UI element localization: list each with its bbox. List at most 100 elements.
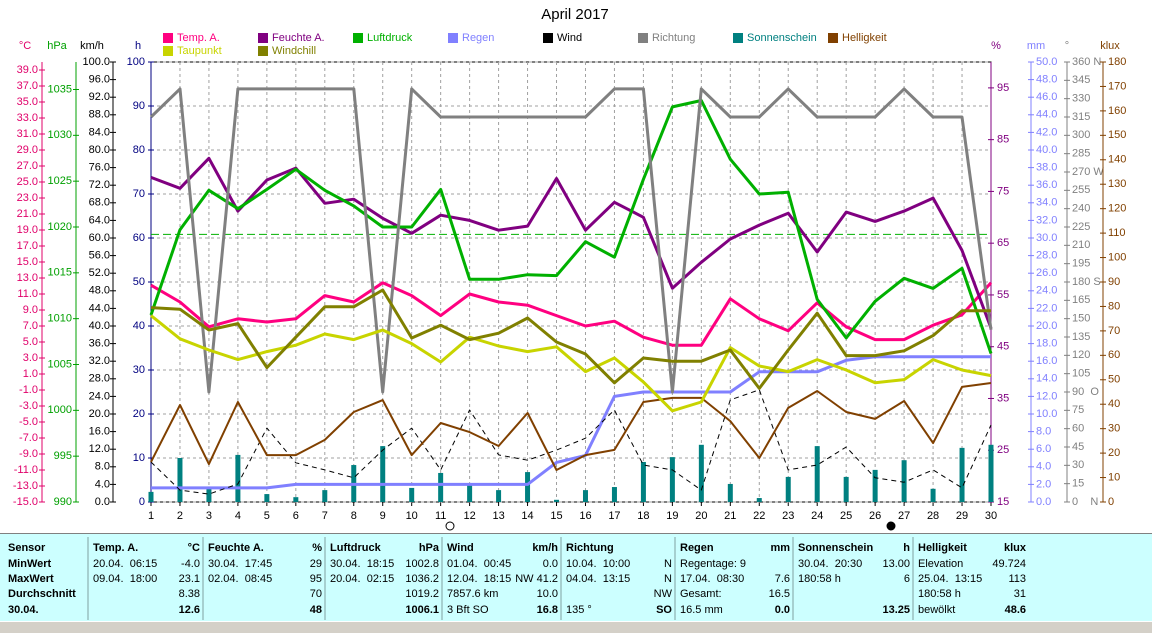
legend-swatch <box>828 33 838 43</box>
sunshine-bar <box>293 497 299 502</box>
y-tick-label: 40 <box>1108 398 1120 410</box>
status-bar <box>0 622 1152 633</box>
y-tick-label: 23.0 <box>17 192 38 204</box>
y-tick-label: 18.0 <box>1036 338 1057 350</box>
y-tick-label: 170 <box>1108 80 1126 92</box>
legend-label: Richtung <box>652 32 695 44</box>
y-tick-label: 44.0 <box>1036 109 1057 121</box>
y-tick-label: 39.0 <box>17 64 38 76</box>
table-cell: 12.6 <box>179 604 200 616</box>
sunshine-bar <box>843 476 849 502</box>
table-cell: 01.04. 00:45 <box>447 558 511 570</box>
y-tick-label: 180 <box>1108 56 1126 68</box>
table-cell: 04.04. 13:15 <box>566 573 630 585</box>
y-tick-label: 12.0 <box>89 443 110 455</box>
y-tick-label: 95 <box>997 82 1009 94</box>
x-tick-label: 22 <box>753 510 765 522</box>
y-tick-label: 995 <box>54 450 72 462</box>
y-tick-label: -11.0 <box>14 464 38 476</box>
table-cell: 6 <box>904 573 910 585</box>
table-cell: NW 41.2 <box>515 573 558 585</box>
y-tick-label: 1025 <box>48 175 72 187</box>
y-tick-label: 50 <box>133 276 145 288</box>
x-tick-label: 20 <box>695 510 707 522</box>
sunshine-bar <box>235 454 241 502</box>
table-cell: 0.0 <box>543 558 558 570</box>
x-tick-label: 24 <box>811 510 823 522</box>
table-row-label: MaxWert <box>8 573 54 585</box>
y-tick-label: 11.0 <box>17 288 38 300</box>
y-tick-label: 60 <box>1108 349 1120 361</box>
y-tick-label: 48.0 <box>1036 74 1057 86</box>
series-line <box>149 87 993 394</box>
y-tick-label: 26.0 <box>1036 267 1057 279</box>
y-tick-label: 140 <box>1108 154 1126 166</box>
y-tick-label: 68.0 <box>89 197 110 209</box>
x-tick-label: 5 <box>264 510 270 522</box>
y-tick-label: 8.0 <box>95 461 110 473</box>
y-tick-label: 0.0 <box>95 496 110 508</box>
y-tick-label: 150 <box>1072 313 1090 325</box>
y-tick-label: 180 S <box>1072 276 1101 288</box>
sunshine-bar <box>496 490 502 502</box>
sunshine-bar <box>177 458 183 502</box>
sunshine-bar <box>698 444 704 502</box>
y-tick-label: 56.0 <box>89 250 110 262</box>
y-tick-label: 30 <box>1108 423 1120 435</box>
table-cell: 09.04. 18:00 <box>93 573 157 585</box>
sunshine-bar <box>206 487 212 502</box>
series-line <box>150 156 993 329</box>
y-tick-label: 96.0 <box>89 74 110 86</box>
x-tick-label: 12 <box>463 510 475 522</box>
y-tick-label: -3.0 <box>19 400 38 412</box>
sunshine-bar <box>640 461 646 502</box>
table-header: Temp. A. <box>93 542 138 554</box>
legend-swatch <box>353 33 363 43</box>
y-tick-label: 1010 <box>48 313 72 325</box>
sunshine-bar <box>554 499 560 502</box>
x-tick-label: 21 <box>724 510 736 522</box>
table-cell: 13.25 <box>882 604 910 616</box>
x-tick-label: 3 <box>206 510 212 522</box>
legend-swatch <box>163 33 173 43</box>
sunshine-bar <box>264 494 270 502</box>
y-tick-label: 80 <box>133 144 145 156</box>
y-tick-label: -15.0 <box>13 496 38 508</box>
table-cell: 30.04. 18:15 <box>330 558 394 570</box>
y-tick-label: 34.0 <box>1036 197 1057 209</box>
legend-label: Regen <box>462 32 494 44</box>
y-tick-label: 21.0 <box>17 208 38 220</box>
table-cell: Regentage: 9 <box>680 558 746 570</box>
sunshine-bar <box>148 491 154 502</box>
y-tick-label: 60 <box>1072 423 1084 435</box>
y-tick-label: 20 <box>133 408 145 420</box>
x-tick-label: 30 <box>985 510 997 522</box>
x-tick-label: 11 <box>435 510 446 522</box>
y-tick-label: 46.0 <box>1036 91 1057 103</box>
table-row-label: Sensor <box>8 542 46 554</box>
table-cell: 1002.8 <box>405 558 439 570</box>
axis-unit: h <box>135 40 141 52</box>
y-tick-label: 15 <box>1072 478 1084 490</box>
y-tick-label: 10 <box>1108 471 1120 483</box>
table-cell: 13.00 <box>882 558 910 570</box>
y-tick-label: 12.0 <box>1036 390 1057 402</box>
x-tick-label: 13 <box>492 510 504 522</box>
y-tick-label: 24.0 <box>89 390 110 402</box>
legend-label: Taupunkt <box>177 45 222 57</box>
y-tick-label: 4.0 <box>95 478 110 490</box>
table-cell: 1036.2 <box>405 573 439 585</box>
table-cell: 10.0 <box>537 588 558 600</box>
sunshine-bar <box>872 469 878 502</box>
y-tick-label: 30 <box>133 364 145 376</box>
table-cell: 1006.1 <box>405 604 439 616</box>
y-tick-label: -9.0 <box>19 448 38 460</box>
table-cell: 25.04. 13:15 <box>918 573 982 585</box>
y-tick-label: 315 <box>1072 111 1090 123</box>
y-tick-label: 85 <box>997 134 1009 146</box>
y-tick-label: 210 <box>1072 239 1090 251</box>
y-tick-label: 64.0 <box>89 214 110 226</box>
y-tick-label: 195 <box>1072 258 1090 270</box>
y-tick-label: 28.0 <box>89 373 110 385</box>
